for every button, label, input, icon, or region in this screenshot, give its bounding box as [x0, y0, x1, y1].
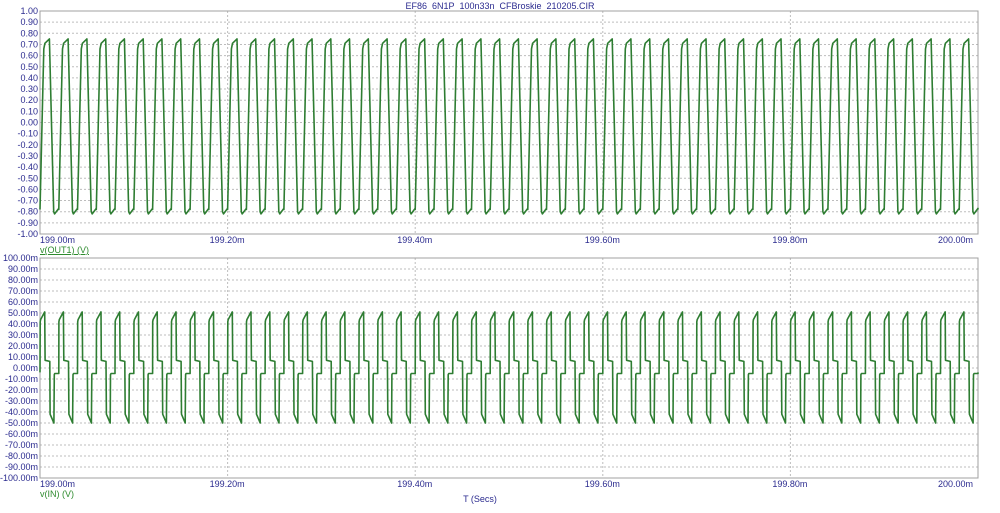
- y-tick-label: 0.80: [20, 28, 38, 38]
- x-tick-label: 199.20m: [210, 235, 245, 245]
- y-tick-label: 80.00m: [8, 275, 38, 285]
- y-tick-label: 0.20: [20, 95, 38, 105]
- x-tick-label: 199.20m: [210, 479, 245, 489]
- x-tick-label: 199.40m: [397, 235, 432, 245]
- y-tick-label: -40.00m: [5, 407, 38, 417]
- y-tick-label: 20.00m: [8, 341, 38, 351]
- y-tick-label: 30.00m: [8, 330, 38, 340]
- x-tick-label: 199.80m: [772, 479, 807, 489]
- y-tick-label: -0.20: [17, 140, 38, 150]
- y-tick-label: -1.00: [17, 229, 38, 239]
- plot-in: 100.00m90.00m80.00m70.00m60.00m50.00m40.…: [0, 253, 979, 489]
- x-tick-label: 200.00m: [938, 479, 973, 489]
- y-tick-label: 10.00m: [8, 352, 38, 362]
- y-tick-label: -80.00m: [5, 451, 38, 461]
- trace-label-out1[interactable]: v(OUT1) (V): [40, 245, 89, 255]
- y-tick-label: 50.00m: [8, 308, 38, 318]
- y-tick-label: -0.70: [17, 196, 38, 206]
- x-tick-label: 199.80m: [772, 235, 807, 245]
- y-tick-label: 0.50: [20, 62, 38, 72]
- y-tick-label: 0.40: [20, 73, 38, 83]
- y-tick-label: -0.40: [17, 162, 38, 172]
- trace-label-in[interactable]: v(IN) (V): [40, 489, 74, 499]
- y-tick-label: -60.00m: [5, 429, 38, 439]
- y-tick-label: -50.00m: [5, 418, 38, 428]
- y-tick-label: 0.10: [20, 106, 38, 116]
- waveform-trace: [39, 311, 979, 424]
- y-tick-label: -0.30: [17, 151, 38, 161]
- y-tick-label: 1.00: [20, 6, 38, 16]
- y-tick-label: 100.00m: [3, 253, 38, 263]
- x-tick-label: 199.60m: [585, 235, 620, 245]
- x-tick-label: 199.40m: [397, 479, 432, 489]
- x-tick-label: 200.00m: [938, 235, 973, 245]
- x-tick-label: 199.60m: [585, 479, 620, 489]
- x-tick-label: 199.00m: [40, 479, 75, 489]
- y-tick-label: 0.90: [20, 17, 38, 27]
- y-tick-label: -0.90: [17, 218, 38, 228]
- y-tick-label: -30.00m: [5, 396, 38, 406]
- waveform-trace: [39, 38, 979, 215]
- y-tick-label: -90.00m: [5, 462, 38, 472]
- plot-out1: 1.000.900.800.70 0.600.500.400.300.200.10…: [17, 6, 979, 245]
- y-tick-label: 0.70: [20, 39, 38, 49]
- y-tick-label: -0.10: [17, 129, 38, 139]
- y-tick-label: -0.80: [17, 207, 38, 217]
- y-tick-label: -20.00m: [5, 385, 38, 395]
- y-tick-label: 0.30: [20, 84, 38, 94]
- y-tick-label: 0.00m: [13, 363, 38, 373]
- y-tick-label: 90.00m: [8, 264, 38, 274]
- y-tick-label: 60.00m: [8, 297, 38, 307]
- y-tick-label: -0.60: [17, 184, 38, 194]
- y-tick-label: 70.00m: [8, 286, 38, 296]
- x-axis-title: T (Secs): [463, 494, 497, 504]
- y-tick-label: 0.60: [20, 51, 38, 61]
- x-tick-label: 199.00m: [40, 235, 75, 245]
- y-tick-label: -0.50: [17, 173, 38, 183]
- y-tick-label: -70.00m: [5, 440, 38, 450]
- y-tick-label: -10.00m: [5, 374, 38, 384]
- y-tick-label: 0.00: [20, 118, 38, 128]
- chart-title: EF86_6N1P_100n33n_CFBroskie_210205.CIR: [405, 1, 595, 11]
- y-tick-label: -100.00m: [0, 473, 38, 483]
- y-tick-label: 40.00m: [8, 319, 38, 329]
